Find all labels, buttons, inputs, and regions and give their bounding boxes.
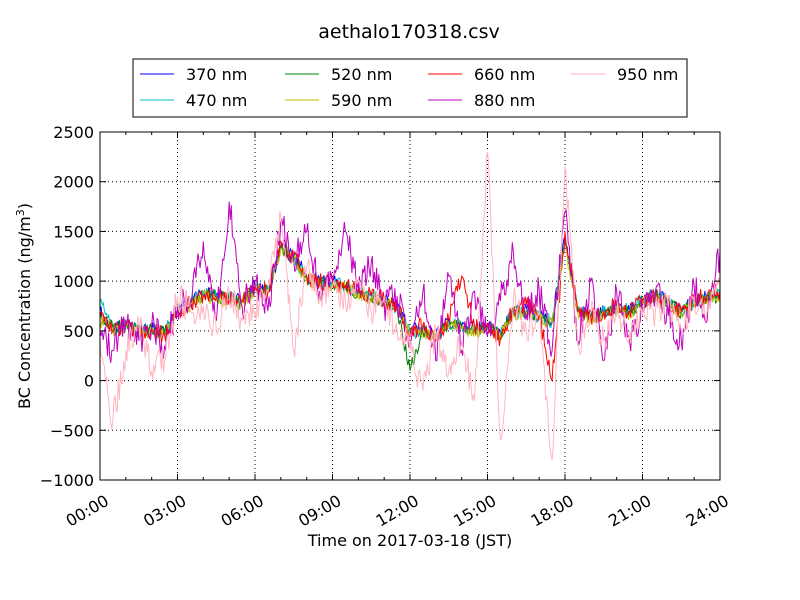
y-tick-label: 1000 [53,272,94,291]
x-axis-title: Time on 2017-03-18 (JST) [307,531,512,550]
legend: 370 nm 470 nm 520 nm 590 nm 660 nm 880 nm 950 … [132,58,688,118]
y-tick-label: 2000 [53,173,94,192]
y-tick-label: −1000 [40,471,94,490]
x-tick-label: 24:00 [683,491,732,531]
legend-label: 660 nm [474,65,535,84]
legend-label: 880 nm [474,91,535,110]
x-tick-label: 15:00 [450,491,499,531]
legend-label: 590 nm [331,91,392,110]
series-line-6 [99,201,721,363]
series-layer [99,151,721,461]
x-tick-label: 09:00 [295,491,344,531]
x-tick-label: 12:00 [373,491,422,531]
chart-title: aethalo170318.csv [318,21,500,43]
y-tick-label: 2500 [53,123,94,142]
legend-label: 950 nm [617,65,678,84]
y-axis-title: BC Concentration (ng/m3) [14,203,34,409]
ticks [99,131,721,481]
grid [100,132,720,480]
y-tick-label: −500 [50,421,94,440]
legend-label: 370 nm [186,65,247,84]
legend-box [132,58,688,118]
series-line-7 [99,151,721,461]
y-axis-title-suffix: ) [15,203,34,209]
y-axis-title-superscript: 3 [14,209,27,216]
x-tick-labels: 00:00 03:00 06:00 09:00 12:00 15:00 18:00 21:00… [63,491,732,531]
y-tick-label: 500 [63,322,94,341]
x-tick-label: 06:00 [218,491,267,531]
y-tick-label: 0 [84,372,94,391]
y-tick-label: 1500 [53,222,94,241]
x-tick-label: 00:00 [63,491,112,531]
x-tick-label: 21:00 [605,491,654,531]
series-line-5 [99,231,721,383]
x-tick-label: 18:00 [528,491,577,531]
y-tick-labels: −1000 −500 0 500 1000 1500 2000 2500 [40,123,94,490]
y-axis-title-main: BC Concentration (ng/m [15,216,34,409]
legend-label: 520 nm [331,65,392,84]
x-tick-label: 03:00 [140,491,189,531]
legend-label: 470 nm [186,91,247,110]
